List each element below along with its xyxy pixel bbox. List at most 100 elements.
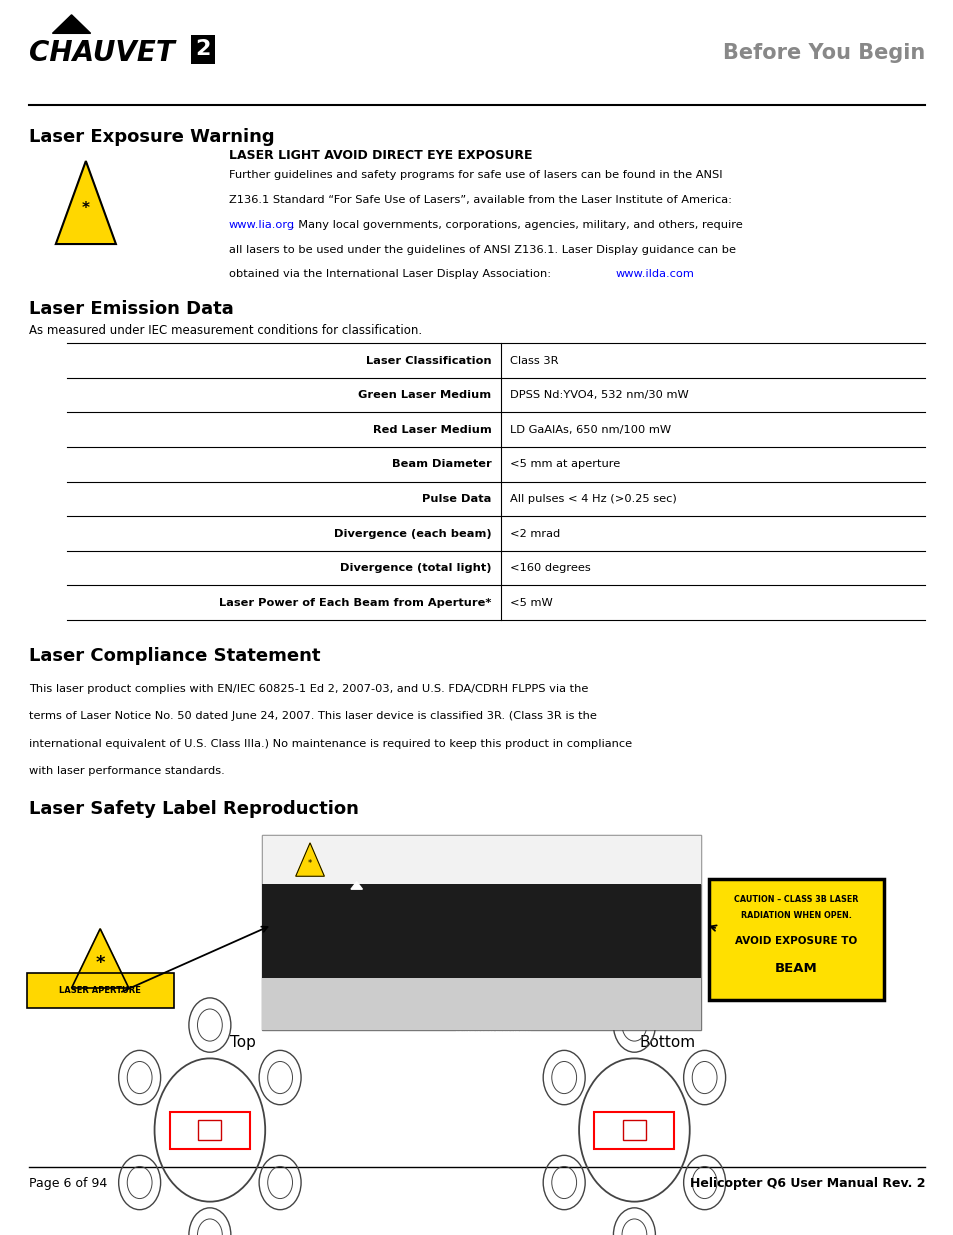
Text: terms of Laser Notice No. 50 dated June 24, 2007. This laser device is classifie: terms of Laser Notice No. 50 dated June …: [29, 711, 596, 721]
Text: Red Laser Medium: Red Laser Medium: [373, 425, 491, 435]
Text: HELICOPTERQ6: HELICOPTERQ6: [362, 944, 394, 947]
Text: all lasers to be used under the guidelines of ANSI Z136.1. Laser Display guidanc: all lasers to be used under the guidelin…: [229, 245, 735, 254]
Text: 0.7 A, 41 W: 0.7 A, 41 W: [270, 1002, 293, 1005]
Text: NOT FOR HOUSEHOLD USE: NOT FOR HOUSEHOLD USE: [456, 987, 505, 990]
Text: Beam Diameter: Beam Diameter: [391, 459, 491, 469]
Text: As measured under IEC measurement conditions for classification.: As measured under IEC measurement condit…: [29, 324, 421, 337]
Text: Before You Begin: Before You Begin: [722, 43, 924, 63]
Text: This device complies with 21 CFR 1040.10 and 1040.11 except for: This device complies with 21 CFR 1040.10…: [496, 866, 625, 869]
Text: Bottom: Bottom: [639, 1035, 695, 1050]
Polygon shape: [295, 844, 324, 877]
Text: www.P65Warnings.ca.gov: www.P65Warnings.ca.gov: [562, 1004, 608, 1008]
Text: IMPROPE A L'USAGE DOMESTIQUE: IMPROPE A L'USAGE DOMESTIQUE: [456, 998, 517, 1002]
FancyBboxPatch shape: [262, 978, 700, 1030]
Text: USE ONLY  FUSE OF SAME TYPE & RATING: USE ONLY FUSE OF SAME TYPE & RATING: [456, 953, 531, 957]
Text: <2 mrad: <2 mrad: [510, 529, 560, 538]
Text: CAUTION – CLASS 3B LASER: CAUTION – CLASS 3B LASER: [734, 895, 858, 904]
FancyBboxPatch shape: [27, 973, 173, 1008]
Polygon shape: [351, 882, 362, 889]
FancyBboxPatch shape: [262, 884, 700, 978]
Text: obtained via the International Laser Display Association:: obtained via the International Laser Dis…: [229, 269, 554, 279]
Polygon shape: [55, 161, 116, 245]
Polygon shape: [71, 929, 129, 988]
Text: CHAUVET: CHAUVET: [324, 890, 389, 904]
Text: USA / CANADA: USA / CANADA: [270, 983, 298, 987]
Text: Further guidelines and safety programs for safe use of lasers can be found in th: Further guidelines and safety programs f…: [229, 170, 721, 180]
Text: Laser Safety Label Reproduction: Laser Safety Label Reproduction: [29, 800, 358, 819]
Text: DRY LOCATIONS: DRY LOCATIONS: [456, 1009, 484, 1013]
Text: All pulses < 4 Hz (>0.25 sec): All pulses < 4 Hz (>0.25 sec): [510, 494, 677, 504]
Text: Laser Compliance Statement: Laser Compliance Statement: [29, 647, 320, 666]
Text: *: *: [82, 201, 90, 216]
Text: <5 mW: <5 mW: [510, 598, 553, 608]
Text: F 1.6 A, 250 V: F 1.6 A, 250 V: [362, 976, 391, 979]
Text: WORLDWIDE: WORLDWIDE: [416, 983, 441, 987]
Text: RoHS: RoHS: [684, 894, 696, 898]
Text: AVOID DIRECT EYE EXPOSURE: AVOID DIRECT EYE EXPOSURE: [353, 851, 426, 855]
Text: Cancer and Reproductive Harm -: Cancer and Reproductive Harm -: [562, 995, 621, 999]
Text: <5 mm at aperture: <5 mm at aperture: [510, 459, 620, 469]
Text: Helicopter Q6 User Manual Rev. 2: Helicopter Q6 User Manual Rev. 2: [689, 1177, 924, 1191]
FancyBboxPatch shape: [708, 879, 882, 1000]
Text: SUNRISE, FLORIDA  USA: SUNRISE, FLORIDA USA: [333, 920, 379, 924]
Text: DE L'AMPERAGE INDIQUE: DE L'AMPERAGE INDIQUE: [456, 976, 501, 979]
Text: Class 3R: Class 3R: [510, 356, 558, 366]
Text: Laser Power of Each Beam from Aperture*: Laser Power of Each Beam from Aperture*: [218, 598, 491, 608]
Text: RADIATION WHEN OPEN.: RADIATION WHEN OPEN.: [740, 911, 851, 920]
Text: .: .: [679, 269, 682, 279]
Text: Green Laser Medium: Green Laser Medium: [357, 390, 491, 400]
Text: DPSS Nd:YVO4, 532 nm/30 mW: DPSS Nd:YVO4, 532 nm/30 mW: [510, 390, 688, 400]
Text: BEAM: BEAM: [775, 962, 817, 976]
Text: IEC 60825-1: 2014: IEC 60825-1: 2014: [353, 866, 391, 869]
Text: Wavelength: 532nm/30mW (green): Wavelength: 532nm/30mW (green): [353, 873, 426, 877]
Text: Laser Classification: Laser Classification: [365, 356, 491, 366]
Text: EMPLACEMENTS SECS: EMPLACEMENTS SECS: [456, 1020, 496, 1024]
Text: POWER: 100-125 VAC, 60 Hz: POWER: 100-125 VAC, 60 Hz: [270, 993, 325, 997]
Text: FOR INDOOR USE ONLY: FOR INDOOR USE ONLY: [456, 1053, 497, 1057]
Polygon shape: [52, 15, 91, 33]
Text: 2: 2: [417, 888, 424, 898]
Text: LASER APERTURE: LASER APERTURE: [59, 986, 141, 995]
Text: 2: 2: [195, 40, 211, 59]
Text: Divergence (total light): Divergence (total light): [339, 563, 491, 573]
Text: ⒸⒺ: ⒸⒺ: [684, 906, 696, 916]
Text: www.lia.org: www.lia.org: [229, 220, 294, 230]
Text: THIS APPLIANCE MUST BE GROUNDED: THIS APPLIANCE MUST BE GROUNDED: [456, 931, 525, 935]
Text: ITEM CODE:: ITEM CODE:: [276, 960, 300, 963]
Text: 100513.00: 100513.00: [362, 960, 384, 963]
Text: ORIGIN:: ORIGIN:: [276, 1024, 293, 1028]
Text: *: *: [308, 858, 312, 868]
Text: FUSE:: FUSE:: [276, 976, 289, 979]
Text: N'UTILISER QUE DES FUSIBLES DU TYPE ET: N'UTILISER QUE DES FUSIBLES DU TYPE ET: [456, 965, 534, 968]
Text: Divergence (each beam): Divergence (each beam): [334, 529, 491, 538]
Text: ⚠ WARNING: ⚠ WARNING: [562, 983, 590, 987]
FancyBboxPatch shape: [262, 835, 700, 884]
Text: Z136.1 Standard “For Safe Use of Lasers”, available from the Laser Institute of : Z136.1 Standard “For Safe Use of Lasers”…: [229, 195, 731, 205]
Text: *: *: [95, 955, 105, 972]
Text: MADE IN CHINA: MADE IN CHINA: [362, 1024, 394, 1028]
Text: . Many local governments, corporations, agencies, military, and others, require: . Many local governments, corporations, …: [291, 220, 742, 230]
Text: Top: Top: [230, 1035, 256, 1050]
Text: Laser Exposure Warning: Laser Exposure Warning: [29, 128, 274, 147]
Text: <160 degrees: <160 degrees: [510, 563, 591, 573]
Text: Address:          5200 NW 108th Ave, Sunrise, FL 33351: Address: 5200 NW 108th Ave, Sunrise, FL …: [496, 851, 614, 855]
Text: MODEL:: MODEL:: [276, 944, 293, 947]
Text: CHAUVET: CHAUVET: [29, 40, 174, 67]
Text: LASER RADIATION: LASER RADIATION: [353, 844, 406, 848]
Text: CLASS 3R LASER PRODUCT: CLASS 3R LASER PRODUCT: [353, 858, 418, 862]
Text: DEBRANCHER AVANT TOUT ENTRETIEN: DEBRANCHER AVANT TOUT ENTRETIEN: [456, 1042, 526, 1046]
Text: Laser Emission Data: Laser Emission Data: [29, 300, 233, 319]
Text: LASER LIGHT AVOID DIRECT EYE EXPOSURE: LASER LIGHT AVOID DIRECT EYE EXPOSURE: [229, 149, 532, 163]
Text: AVOID EXPOSURE TO: AVOID EXPOSURE TO: [735, 936, 857, 946]
Text: POWER: 100-240VAC, 50/60 Hz: POWER: 100-240VAC, 50/60 Hz: [416, 993, 476, 997]
Text: (20 UNITS @ 230V): (20 UNITS @ 230V): [362, 1008, 413, 1011]
Text: www.ilda.com: www.ilda.com: [615, 269, 694, 279]
FancyBboxPatch shape: [262, 835, 700, 1030]
Text: USAGE INTERIEUR UNIQUEMENT: USAGE INTERIEUR UNIQUEMENT: [456, 1065, 515, 1068]
Text: DISCONNECT POWER BEFORE SERVICING: DISCONNECT POWER BEFORE SERVICING: [456, 1031, 530, 1035]
Text: Laser total (< 100mW): Laser total (< 100mW): [353, 881, 399, 884]
Text: CETTE UNITE DOIT ETRE RELIE A LA TERRE: CETTE UNITE DOIT ETRE RELIE A LA TERRE: [456, 942, 532, 946]
Text: international equivalent of U.S. Class IIIa.) No maintenance is required to keep: international equivalent of U.S. Class I…: [29, 739, 631, 748]
Text: 8 A    (12 UNITS @ 120V): 8 A (12 UNITS @ 120V): [362, 992, 413, 995]
Text: WORLDWIDE HEADQUARTERS,: WORLDWIDE HEADQUARTERS,: [327, 914, 386, 918]
